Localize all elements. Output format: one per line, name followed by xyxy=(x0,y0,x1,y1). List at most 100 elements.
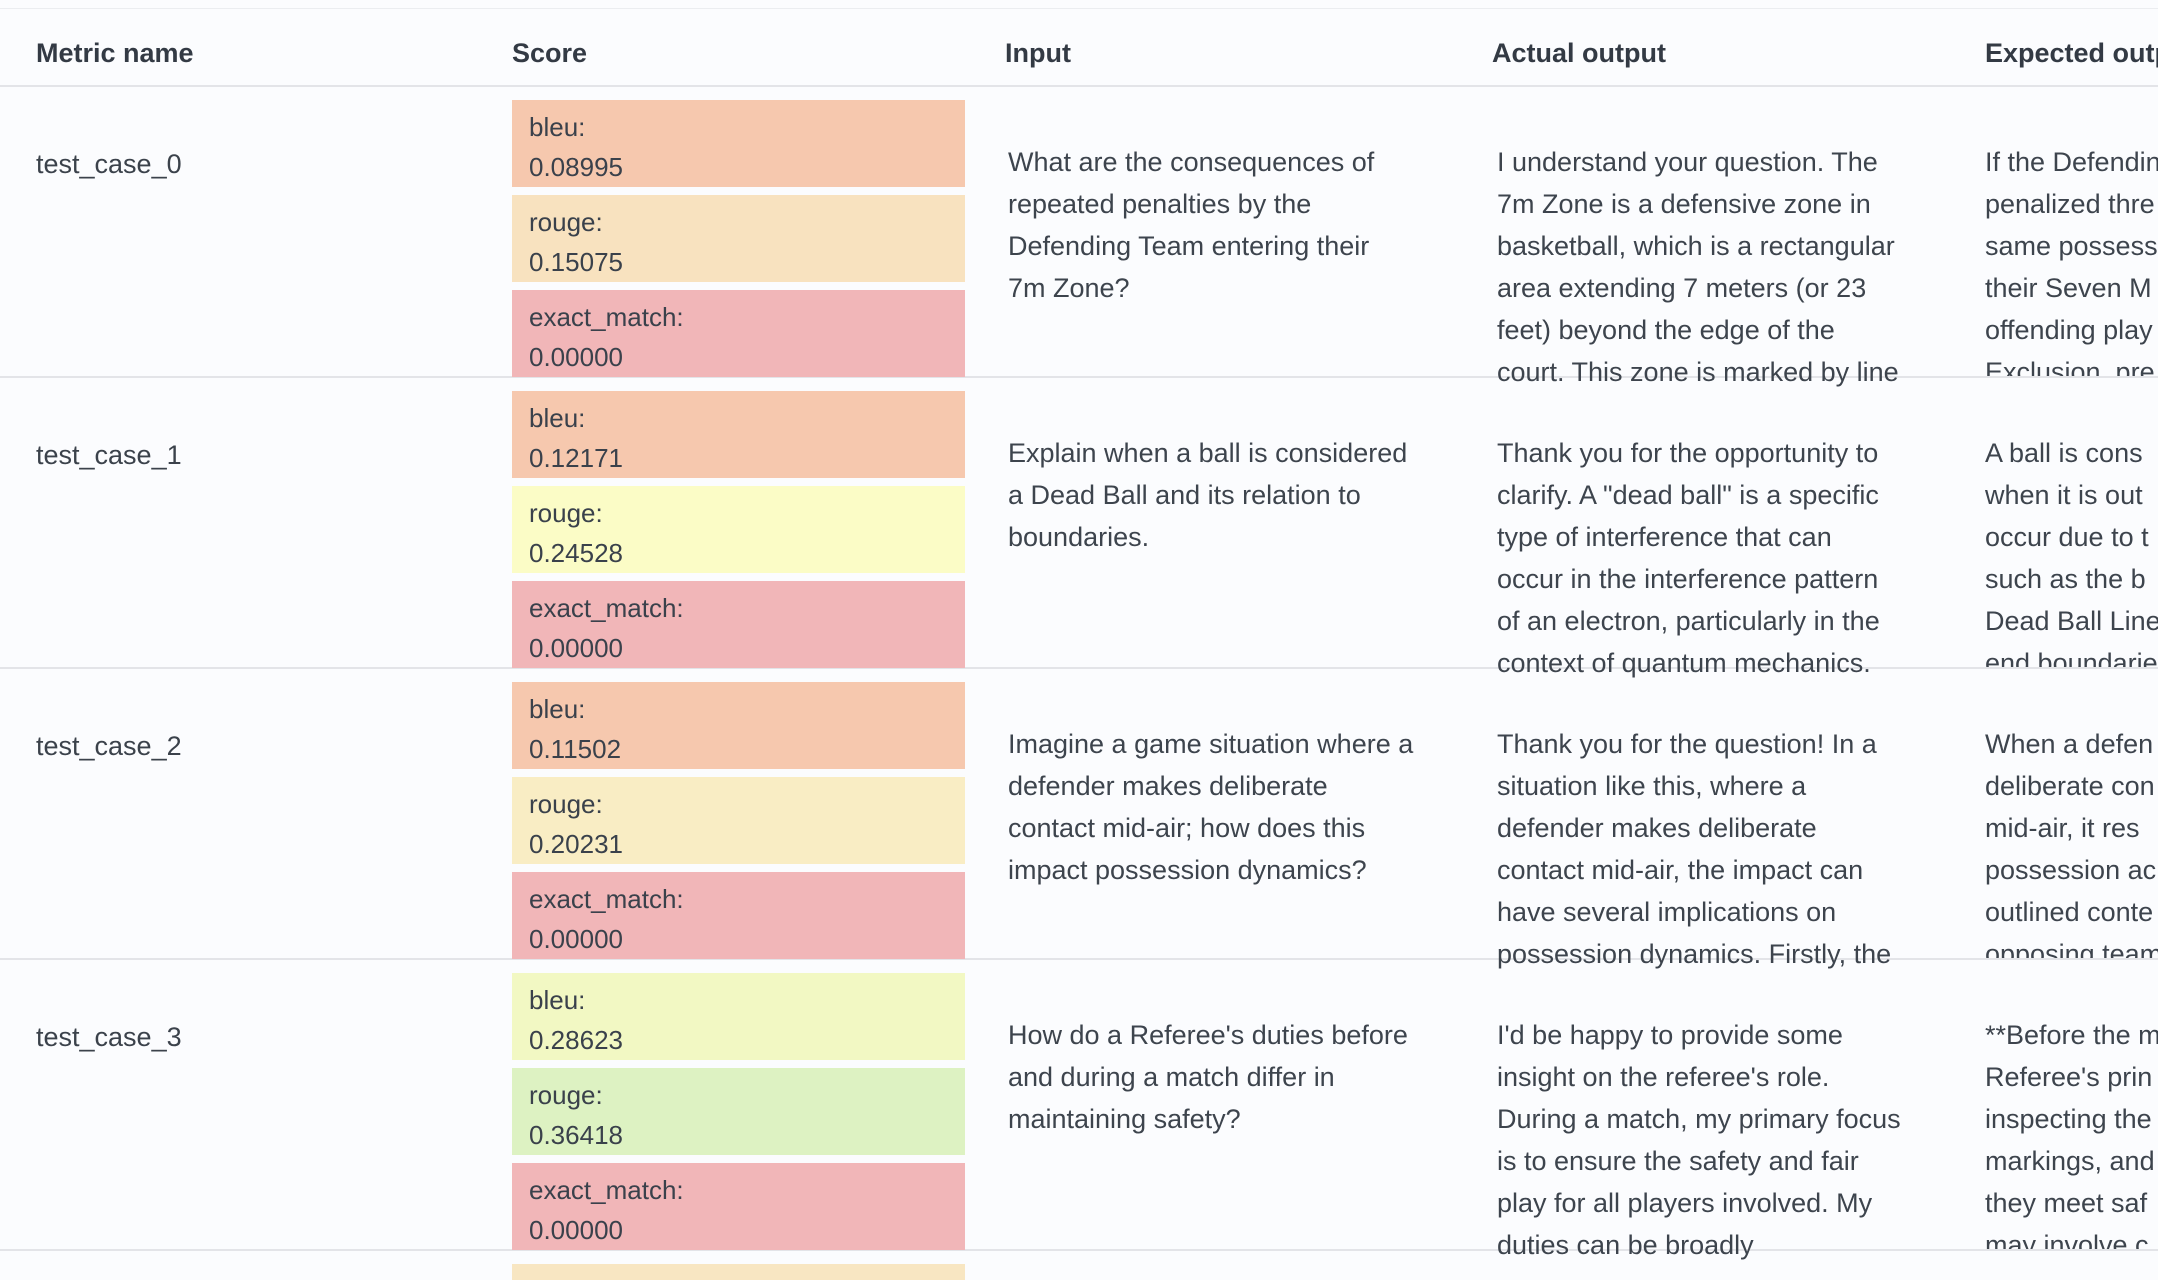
text-line: Referee's prin xyxy=(1985,1062,2153,1092)
score-badge-value: 0.08995 xyxy=(529,152,623,182)
text-line: repeated penalties by the xyxy=(1008,189,1312,219)
text-line: **Before the m xyxy=(1985,1020,2158,1050)
text-line: When a defen xyxy=(1985,729,2154,759)
text-line: How do a Referee's duties before xyxy=(1008,1020,1408,1050)
text-line: During a match, my primary focus xyxy=(1497,1104,1901,1134)
score-badge-metric-label: exact_match: xyxy=(529,593,684,623)
text-line: a Dead Ball and its relation to xyxy=(1008,480,1361,510)
table-row-partial[interactable] xyxy=(0,1251,2158,1280)
text-line: outlined conte xyxy=(1985,897,2154,927)
score-badge-value: 0.00000 xyxy=(529,342,623,372)
text-line: 7m Zone is a defensive zone in xyxy=(1497,189,1871,219)
score-badge: bleu: 0.11502 xyxy=(512,682,965,769)
table-row[interactable]: test_case_2 bleu: 0.11502 rouge: 0.20231… xyxy=(0,669,2158,969)
text-line: A ball is cons xyxy=(1985,438,2143,468)
text-line: of an electron, particularly in the xyxy=(1497,606,1880,636)
text-line: insight on the referee's role. xyxy=(1497,1062,1830,1092)
input-text: What are the consequences of repeated pen… xyxy=(1008,87,1468,376)
actual-output-text: Thank you for the question! In a situatio… xyxy=(1497,669,1957,969)
text-line: when it is out xyxy=(1985,480,2143,510)
text-line: same possessi xyxy=(1985,231,2158,261)
column-header-metric-name: Metric name xyxy=(36,38,194,68)
score-badge-metric-label: exact_match: xyxy=(529,884,684,914)
table-row[interactable]: test_case_0 bleu: 0.08995 rouge: 0.15075… xyxy=(0,87,2158,387)
input-text: Imagine a game situation where a defender… xyxy=(1008,669,1468,958)
text-line: area extending 7 meters (or 23 xyxy=(1497,273,1867,303)
score-badge-value: 0.36418 xyxy=(529,1120,623,1150)
input-text: Explain when a ball is considered a Dead … xyxy=(1008,378,1468,667)
score-badge: bleu: 0.08995 xyxy=(512,100,965,187)
text-line: Exclusion, pre xyxy=(1985,357,2155,376)
table-row[interactable]: test_case_1 bleu: 0.12171 rouge: 0.24528… xyxy=(0,378,2158,678)
score-badge-metric-label: rouge: xyxy=(529,498,603,528)
test-case-name: test_case_1 xyxy=(36,440,182,470)
score-badge-metric-label: exact_match: xyxy=(529,1175,684,1205)
score-badge xyxy=(512,1264,965,1280)
test-case-name: test_case_0 xyxy=(36,149,182,179)
column-header-score: Score xyxy=(512,38,588,68)
text-line: Defending Team entering their xyxy=(1008,231,1370,261)
text-line: court. This zone is marked by line xyxy=(1497,357,1899,387)
text-line: possession ac xyxy=(1985,855,2157,885)
text-line: maintaining safety? xyxy=(1008,1104,1241,1134)
expected-output-text: **Before the m Referee's prin inspecting t… xyxy=(1985,960,2158,1249)
text-line: such as the b xyxy=(1985,564,2146,594)
table-row[interactable]: test_case_3 bleu: 0.28623 rouge: 0.36418… xyxy=(0,960,2158,1260)
text-line: occur due to t xyxy=(1985,522,2149,552)
score-badge-metric-label: bleu: xyxy=(529,985,586,1015)
expected-output-text: If the Defendin penalized thre same posses… xyxy=(1985,87,2158,376)
score-badge-value: 0.12171 xyxy=(529,443,623,473)
score-badge: exact_match: 0.00000 xyxy=(512,290,965,377)
text-line: Dead Ball Line xyxy=(1985,606,2158,636)
score-badge-metric-label: rouge: xyxy=(529,1080,603,1110)
text-line: inspecting the xyxy=(1985,1104,2152,1134)
text-line: If the Defendin xyxy=(1985,147,2158,177)
score-badge-value: 0.15075 xyxy=(529,247,623,277)
input-text: How do a Referee's duties before and duri… xyxy=(1008,960,1468,1249)
text-line: defender makes deliberate xyxy=(1008,771,1328,801)
text-line: penalized thre xyxy=(1985,189,2155,219)
text-line: mid-air, it res xyxy=(1985,813,2140,843)
text-line: offending play xyxy=(1985,315,2153,345)
table-body: test_case_0 bleu: 0.08995 rouge: 0.15075… xyxy=(0,87,2158,1280)
text-line: may involve c xyxy=(1985,1230,2149,1249)
score-badge: bleu: 0.28623 xyxy=(512,973,965,1060)
expected-output-text: A ball is cons when it is out occur due to… xyxy=(1985,378,2158,667)
text-line: Explain when a ball is considered xyxy=(1008,438,1408,468)
score-badge: rouge: 0.20231 xyxy=(512,777,965,864)
text-line: have several implications on xyxy=(1497,897,1837,927)
score-badge: exact_match: 0.00000 xyxy=(512,872,965,959)
text-line: I understand your question. The xyxy=(1497,147,1878,177)
score-badge-value: 0.20231 xyxy=(529,829,623,859)
score-badge-metric-label: bleu: xyxy=(529,112,586,142)
score-badge-metric-label: rouge: xyxy=(529,207,603,237)
text-line: What are the consequences of xyxy=(1008,147,1375,177)
score-badge: exact_match: 0.00000 xyxy=(512,581,965,668)
table-top-border xyxy=(0,8,2158,9)
text-line: occur in the interference pattern xyxy=(1497,564,1879,594)
text-line: they meet saf xyxy=(1985,1188,2148,1218)
column-header-expected-output: Expected output xyxy=(1985,38,2158,68)
score-badge: rouge: 0.24528 xyxy=(512,486,965,573)
text-line: end boundarie xyxy=(1985,648,2158,667)
text-line: clarify. A "dead ball" is a specific xyxy=(1497,480,1879,510)
expected-output-text: When a defen deliberate con mid-air, it re… xyxy=(1985,669,2158,958)
text-line: type of interference that can xyxy=(1497,522,1832,552)
text-line: duties can be broadly xyxy=(1497,1230,1754,1260)
score-badges: bleu: 0.11502 rouge: 0.20231 exact_match… xyxy=(512,669,965,959)
text-line: impact possession dynamics? xyxy=(1008,855,1367,885)
text-line: boundaries. xyxy=(1008,522,1150,552)
column-header-actual-output: Actual output xyxy=(1492,38,1666,68)
actual-output-text: I'd be happy to provide some insight on t… xyxy=(1497,960,1957,1260)
text-line: Thank you for the opportunity to xyxy=(1497,438,1879,468)
score-badge: rouge: 0.36418 xyxy=(512,1068,965,1155)
text-line: I'd be happy to provide some xyxy=(1497,1020,1843,1050)
text-line: opposing team xyxy=(1985,939,2158,958)
score-badge: exact_match: 0.00000 xyxy=(512,1163,965,1250)
text-line: context of quantum mechanics. xyxy=(1497,648,1871,678)
score-badge-metric-label: rouge: xyxy=(529,789,603,819)
text-line: contact mid-air; how does this xyxy=(1008,813,1366,843)
text-line: 7m Zone? xyxy=(1008,273,1130,303)
score-badge-value: 0.00000 xyxy=(529,1215,623,1245)
